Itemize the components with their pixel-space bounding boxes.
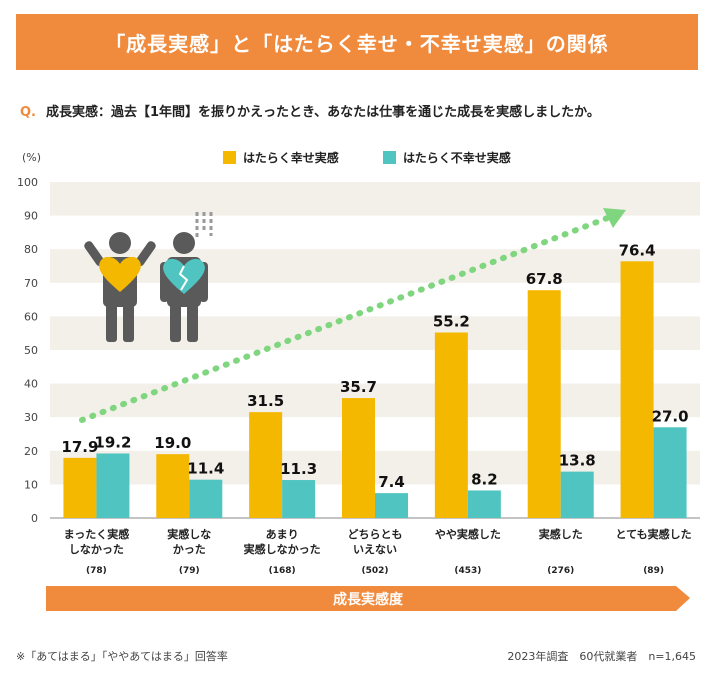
bar <box>527 290 561 518</box>
chart-title-banner: 「成長実感」と「はたらく幸せ・不幸せ実感」の関係 <box>16 14 698 70</box>
x-tick-label: 実感した <box>539 527 583 541</box>
x-tick-label: とても実感した <box>616 527 692 541</box>
x-tick-label: しなかった <box>69 543 124 556</box>
y-tick-label: 80 <box>24 243 38 256</box>
bar <box>467 490 501 518</box>
footnote: ※「あてはまる」「ややあてはまる」回答率 <box>16 650 228 663</box>
data-label: 35.7 <box>340 378 377 396</box>
y-unit-label: (%) <box>22 151 41 164</box>
question-prefix: Q. <box>20 105 36 120</box>
happy-unhappy-figures-illustration <box>84 212 213 342</box>
x-tick-label: やや実感した <box>435 527 501 541</box>
sample-size-label: (453) <box>454 566 481 576</box>
y-tick-label: 70 <box>24 277 38 290</box>
growth-arrow-label: 成長実感度 <box>333 591 404 608</box>
bar <box>96 453 130 518</box>
x-tick-label: いえない <box>353 543 397 556</box>
y-tick-label: 90 <box>24 210 38 223</box>
data-label: 17.9 <box>61 438 98 456</box>
chart-title: 「成長実感」と「はたらく幸せ・不幸せ実感」の関係 <box>105 31 609 56</box>
data-label: 11.4 <box>187 460 224 478</box>
question-line: Q. 成長実感：過去【1年間】を振りかえったとき、あなたは仕事を通じた成長を実感し… <box>20 101 600 120</box>
x-tick-label: まったく実感 <box>64 527 130 541</box>
data-label: 76.4 <box>619 241 656 259</box>
y-tick-label: 20 <box>24 445 38 458</box>
gridband <box>50 249 700 283</box>
bar <box>189 479 223 518</box>
y-tick-label: 0 <box>31 512 38 525</box>
data-label: 27.0 <box>652 407 689 425</box>
sample-size-label: (78) <box>86 566 107 576</box>
data-label: 31.5 <box>247 392 284 410</box>
gridband <box>50 182 700 216</box>
x-tick-label: どちらとも <box>348 528 403 541</box>
bar <box>282 480 316 518</box>
data-label: 13.8 <box>559 452 596 470</box>
data-label: 7.4 <box>378 473 405 491</box>
data-label: 55.2 <box>433 313 470 331</box>
bar <box>560 471 594 518</box>
survey-source: 2023年調査 60代就業者 n=1,645 <box>507 650 696 663</box>
bar <box>653 427 687 518</box>
gridband <box>50 316 700 350</box>
sample-size-label: (276) <box>547 566 574 576</box>
sample-size-label: (502) <box>361 566 388 576</box>
question-text: 成長実感：過去【1年間】を振りかえったとき、あなたは仕事を通じた成長を実感しまし… <box>46 105 600 120</box>
unhappy-person-icon <box>160 212 213 342</box>
bar <box>375 493 408 518</box>
legend-label: はたらく幸せ実感 <box>243 150 339 165</box>
trend-arrow <box>79 208 626 423</box>
happy-person-icon <box>84 232 156 342</box>
growth-arrow-shape <box>46 586 690 611</box>
data-label: 67.8 <box>526 270 563 288</box>
legend-label: はたらく不幸せ実感 <box>403 150 511 165</box>
sample-size-label: (79) <box>179 566 200 576</box>
bar <box>620 261 654 518</box>
y-tick-label: 30 <box>24 411 38 424</box>
bars: 17.9 19.0 31.5 35.7 55.2 67.8 76.4 19.2 11.4 11.3… <box>61 241 689 518</box>
legend-swatch <box>383 151 396 164</box>
data-label: 19.0 <box>154 434 191 452</box>
data-label: 19.2 <box>94 433 131 451</box>
sample-size-label: (89) <box>643 566 664 576</box>
legend: はたらく幸せ実感 はたらく不幸せ実感 <box>223 150 511 165</box>
y-tick-label: 60 <box>24 310 38 323</box>
data-label: 11.3 <box>280 460 317 478</box>
y-tick-label: 50 <box>24 344 38 357</box>
bar <box>434 332 468 518</box>
y-tick-label: 10 <box>24 478 38 491</box>
x-tick-label: 実感しなかった <box>244 542 321 556</box>
trend-arrowhead <box>603 208 626 228</box>
trend-line <box>79 214 613 423</box>
growth-arrow: 成長実感度 <box>46 586 690 611</box>
y-tick-label: 100 <box>17 176 38 189</box>
x-axis-labels: まったく実感しなかった(78)実感しなかった(79)あまり実感しなかった(168… <box>64 527 692 576</box>
legend-swatch <box>223 151 236 164</box>
bar <box>342 398 375 518</box>
x-tick-label: かった <box>173 543 206 556</box>
sample-size-label: (168) <box>269 566 296 576</box>
data-label: 8.2 <box>471 470 498 488</box>
bar <box>249 412 283 518</box>
y-tick-label: 40 <box>24 378 38 391</box>
x-tick-label: あまり <box>266 528 299 541</box>
bar <box>156 454 190 518</box>
x-tick-label: 実感しな <box>167 527 211 541</box>
bar <box>63 457 97 518</box>
